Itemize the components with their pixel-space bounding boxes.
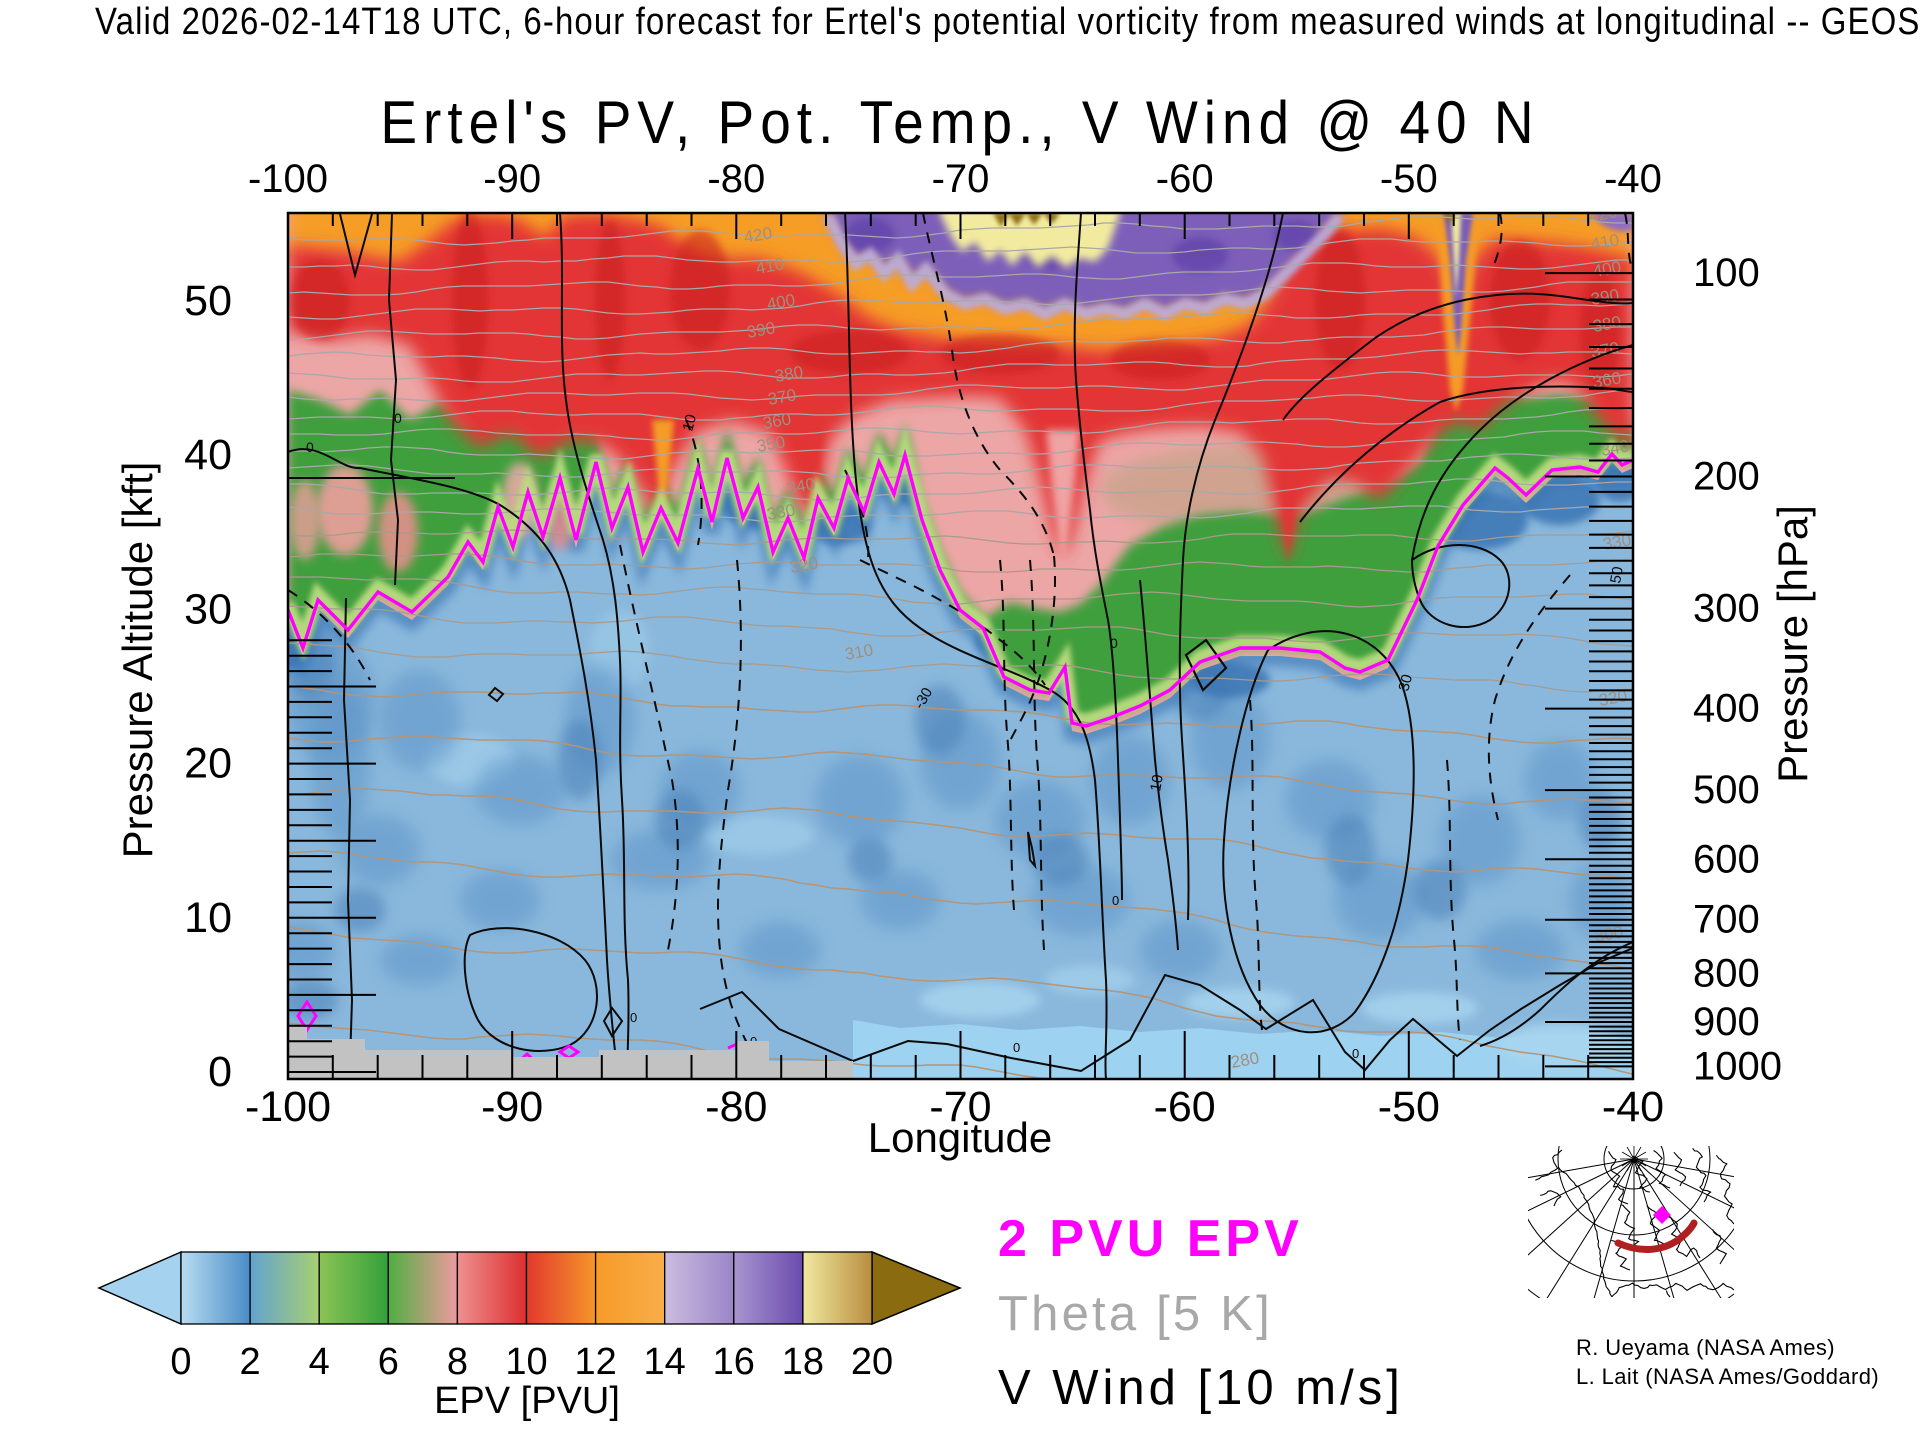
svg-text:18: 18 [782, 1341, 824, 1383]
svg-text:20: 20 [851, 1341, 893, 1383]
svg-text:0: 0 [1112, 893, 1119, 908]
svg-text:420: 420 [742, 223, 773, 247]
svg-text:-40: -40 [1602, 1083, 1664, 1131]
svg-text:400: 400 [765, 290, 796, 314]
svg-text:0: 0 [394, 410, 402, 426]
svg-text:310: 310 [843, 640, 874, 664]
svg-text:300: 300 [1693, 587, 1760, 631]
svg-text:-100: -100 [248, 157, 328, 201]
svg-text:340: 340 [785, 474, 816, 498]
svg-text:-60: -60 [1154, 1083, 1216, 1131]
svg-text:410: 410 [1589, 230, 1620, 254]
svg-text:400: 400 [1591, 257, 1622, 281]
svg-text:200: 200 [1693, 455, 1760, 499]
svg-text:16: 16 [713, 1341, 755, 1383]
svg-text:-80: -80 [707, 157, 765, 201]
svg-text:Pressure Altitude [kft]: Pressure Altitude [kft] [114, 462, 161, 859]
svg-text:-90: -90 [481, 1083, 543, 1131]
svg-text:-70: -70 [929, 1083, 991, 1131]
svg-text:600: 600 [1693, 837, 1760, 881]
svg-text:0: 0 [170, 1341, 191, 1383]
svg-text:320: 320 [1597, 686, 1628, 710]
svg-text:100: 100 [1693, 251, 1760, 295]
svg-text:-80: -80 [705, 1083, 767, 1131]
svg-text:2 PVU EPV: 2 PVU EPV [998, 1210, 1303, 1268]
svg-text:700: 700 [1693, 898, 1760, 942]
svg-text:10: 10 [1147, 773, 1167, 792]
svg-text:-70: -70 [932, 157, 990, 201]
svg-text:0: 0 [306, 439, 314, 455]
svg-text:0: 0 [1110, 635, 1118, 651]
svg-text:-50: -50 [1380, 157, 1438, 201]
svg-text:370: 370 [766, 385, 797, 409]
svg-text:300: 300 [1593, 922, 1624, 946]
svg-text:320: 320 [788, 553, 819, 577]
svg-text:30: 30 [184, 585, 232, 633]
svg-text:0: 0 [208, 1048, 232, 1096]
svg-text:340: 340 [1599, 436, 1630, 460]
svg-text:Ertel's PV, Pot. Temp., V Wind: Ertel's PV, Pot. Temp., V Wind @ 40 N [380, 90, 1539, 157]
svg-text:0: 0 [1352, 1046, 1359, 1061]
svg-text:1000: 1000 [1693, 1044, 1782, 1088]
svg-text:350: 350 [755, 432, 786, 456]
svg-text:R. Ueyama (NASA Ames): R. Ueyama (NASA Ames) [1576, 1335, 1835, 1360]
svg-text:4: 4 [309, 1341, 330, 1383]
svg-text:900: 900 [1693, 1000, 1760, 1044]
svg-text:2: 2 [240, 1341, 261, 1383]
svg-text:50: 50 [1607, 565, 1627, 584]
svg-text:L. Lait (NASA Ames/Goddard): L. Lait (NASA Ames/Goddard) [1576, 1364, 1879, 1389]
svg-text:-90: -90 [483, 157, 541, 201]
svg-text:10: 10 [505, 1341, 547, 1383]
svg-text:Theta [5 K]: Theta [5 K] [998, 1287, 1273, 1341]
svg-text:40: 40 [184, 431, 232, 479]
svg-text:360: 360 [761, 409, 792, 433]
svg-text:V Wind [10 m/s]: V Wind [10 m/s] [998, 1361, 1404, 1415]
svg-text:10: 10 [679, 413, 700, 434]
svg-text:Longitude: Longitude [868, 1114, 1053, 1161]
svg-text:50: 50 [184, 277, 232, 325]
svg-text:0: 0 [630, 1010, 637, 1025]
svg-text:410: 410 [754, 254, 785, 278]
svg-text:380: 380 [773, 362, 804, 386]
svg-text:360: 360 [1591, 368, 1622, 392]
svg-text:Pressure [hPa]: Pressure [hPa] [1769, 505, 1816, 783]
svg-text:280: 280 [1229, 1048, 1260, 1072]
svg-text:14: 14 [644, 1341, 686, 1383]
svg-text:10: 10 [184, 894, 232, 942]
svg-text:0: 0 [1013, 1040, 1020, 1055]
svg-text:800: 800 [1693, 951, 1760, 995]
svg-text:-100: -100 [245, 1083, 331, 1131]
svg-text:8: 8 [447, 1341, 468, 1383]
svg-text:-60: -60 [1156, 157, 1214, 201]
svg-text:400: 400 [1693, 687, 1760, 731]
svg-text:20: 20 [184, 740, 232, 788]
svg-text:-40: -40 [1604, 157, 1662, 201]
svg-text:12: 12 [574, 1341, 616, 1383]
svg-text:30: 30 [1395, 673, 1416, 694]
svg-text:EPV [PVU]: EPV [PVU] [434, 1380, 620, 1422]
svg-text:500: 500 [1693, 768, 1760, 812]
svg-text:390: 390 [745, 318, 776, 342]
svg-text:6: 6 [378, 1341, 399, 1383]
svg-text:-50: -50 [1378, 1083, 1440, 1131]
svg-text:Valid 2026-02-14T18 UTC, 6-hou: Valid 2026-02-14T18 UTC, 6-hour forecast… [95, 0, 1920, 43]
